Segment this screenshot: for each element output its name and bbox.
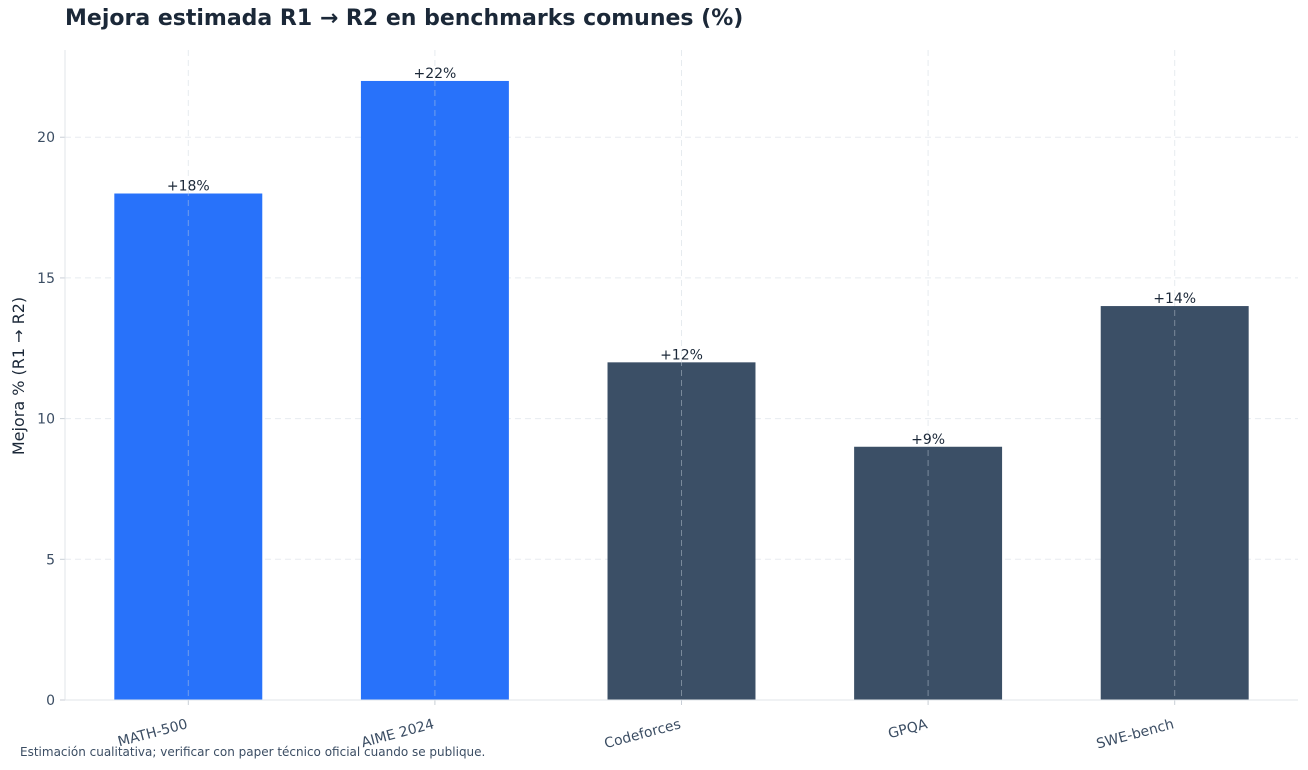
- data-label: +12%: [660, 347, 703, 363]
- vertical-grid-lines: [187, 50, 1176, 700]
- data-label: +9%: [911, 432, 945, 448]
- bar: [1100, 306, 1249, 700]
- bars: [114, 80, 1249, 700]
- data-label: +22%: [413, 66, 456, 82]
- y-tick-label: 15: [37, 271, 55, 287]
- data-label: +18%: [167, 179, 210, 195]
- axes: [60, 50, 1298, 705]
- y-tick-label: 5: [46, 552, 55, 568]
- x-tick-label: GPQA: [886, 716, 929, 742]
- bar: [114, 193, 263, 700]
- x-tick-label: SWE-bench: [1095, 716, 1176, 752]
- chart-title: Mejora estimada R1 → R2 en benchmarks co…: [65, 6, 744, 31]
- grid-lines: [65, 136, 1298, 560]
- bar: [607, 362, 756, 700]
- y-tick-label: 10: [37, 412, 55, 428]
- footnote: Estimación cualitativa; verificar con pa…: [20, 745, 486, 759]
- y-tick-label: 20: [37, 130, 55, 146]
- x-tick-label: Codeforces: [603, 716, 683, 752]
- y-axis-title: Mejora % (R1 → R2): [9, 297, 28, 455]
- value-labels: +18% +22% +12% +9% +14%: [167, 66, 1196, 448]
- y-tick-label: 0: [46, 693, 55, 709]
- bar: [854, 446, 1003, 700]
- bar: [360, 80, 509, 700]
- data-label: +14%: [1153, 291, 1196, 307]
